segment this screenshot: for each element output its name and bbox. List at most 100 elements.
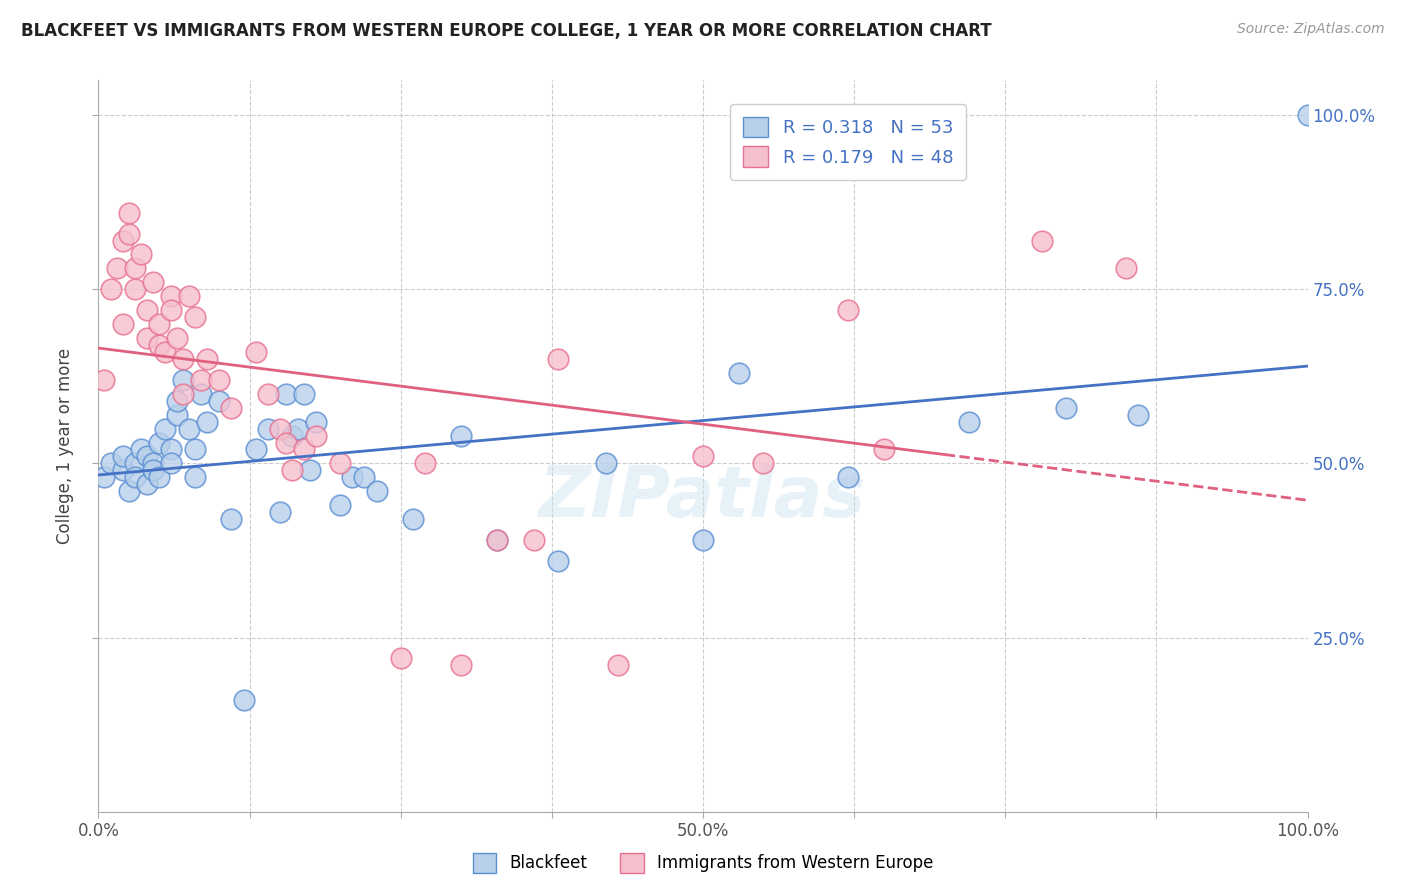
Point (547, 554, 569, 568)
Point (353, 470, 375, 484)
Point (179, 289, 201, 303)
Point (118, 484, 141, 499)
Point (329, 457, 352, 471)
Point (124, 457, 146, 471)
Point (124, 282, 146, 296)
Point (184, 310, 207, 325)
Point (160, 303, 183, 318)
Point (274, 435, 297, 450)
Point (142, 457, 165, 471)
Point (692, 450, 714, 464)
Point (389, 651, 412, 665)
Point (292, 442, 315, 457)
Point (195, 351, 218, 366)
Point (450, 658, 472, 673)
Point (184, 470, 207, 484)
Point (105, 261, 128, 276)
Point (269, 505, 291, 519)
Point (256, 386, 278, 401)
Point (142, 275, 165, 289)
Point (142, 463, 165, 477)
Point (190, 373, 212, 387)
Point (486, 533, 509, 547)
Point (160, 457, 183, 471)
Point (523, 533, 546, 547)
Point (129, 442, 152, 457)
Point (111, 463, 134, 477)
Point (111, 317, 134, 331)
Point (692, 533, 714, 547)
Point (179, 421, 201, 435)
Point (595, 457, 617, 471)
Point (1031, 234, 1053, 248)
Point (160, 289, 183, 303)
Point (873, 442, 896, 457)
Point (153, 421, 176, 435)
Point (607, 658, 630, 673)
Point (100, 282, 122, 296)
Point (195, 415, 218, 429)
Point (245, 345, 267, 359)
Point (111, 450, 134, 464)
Point (124, 261, 146, 276)
Text: BLACKFEET VS IMMIGRANTS FROM WESTERN EUROPE COLLEGE, 1 YEAR OR MORE CORRELATION : BLACKFEET VS IMMIGRANTS FROM WESTERN EUR… (21, 22, 991, 40)
Point (245, 442, 267, 457)
Point (287, 421, 309, 435)
Point (305, 415, 328, 429)
Point (292, 386, 315, 401)
Point (135, 477, 157, 491)
Point (172, 373, 194, 387)
Point (957, 415, 980, 429)
Legend: Blackfeet, Immigrants from Western Europe: Blackfeet, Immigrants from Western Europ… (465, 847, 941, 880)
Point (1296, 108, 1319, 122)
Point (129, 247, 152, 261)
Point (172, 386, 194, 401)
Point (413, 457, 436, 471)
Point (342, 470, 364, 484)
Point (148, 338, 170, 352)
Point (837, 470, 859, 484)
Point (160, 442, 183, 457)
Point (166, 408, 188, 422)
Point (450, 428, 472, 442)
Point (111, 234, 134, 248)
Point (166, 331, 188, 345)
Point (329, 498, 352, 512)
Point (190, 386, 212, 401)
Point (281, 428, 304, 442)
Point (118, 227, 141, 241)
Point (256, 421, 278, 435)
Point (135, 450, 157, 464)
Y-axis label: College, 1 year or more: College, 1 year or more (56, 348, 75, 544)
Point (93, 470, 115, 484)
Text: ZIPatlas: ZIPatlas (540, 463, 866, 532)
Point (402, 512, 425, 526)
Point (100, 457, 122, 471)
Point (299, 463, 322, 477)
Point (486, 533, 509, 547)
Point (232, 693, 254, 707)
Point (148, 317, 170, 331)
Point (221, 512, 243, 526)
Point (135, 331, 157, 345)
Point (1054, 401, 1077, 415)
Point (172, 351, 194, 366)
Point (752, 457, 775, 471)
Point (1115, 261, 1137, 276)
Point (118, 205, 141, 219)
Point (274, 386, 297, 401)
Point (184, 442, 207, 457)
Point (148, 435, 170, 450)
Point (166, 393, 188, 408)
Point (135, 303, 157, 318)
Point (547, 351, 569, 366)
Point (837, 303, 859, 318)
Point (221, 401, 243, 415)
Point (728, 366, 751, 380)
Text: Source: ZipAtlas.com: Source: ZipAtlas.com (1237, 22, 1385, 37)
Point (153, 345, 176, 359)
Point (208, 373, 231, 387)
Legend: R = 0.318   N = 53, R = 0.179   N = 48: R = 0.318 N = 53, R = 0.179 N = 48 (730, 104, 966, 180)
Point (124, 470, 146, 484)
Point (208, 393, 231, 408)
